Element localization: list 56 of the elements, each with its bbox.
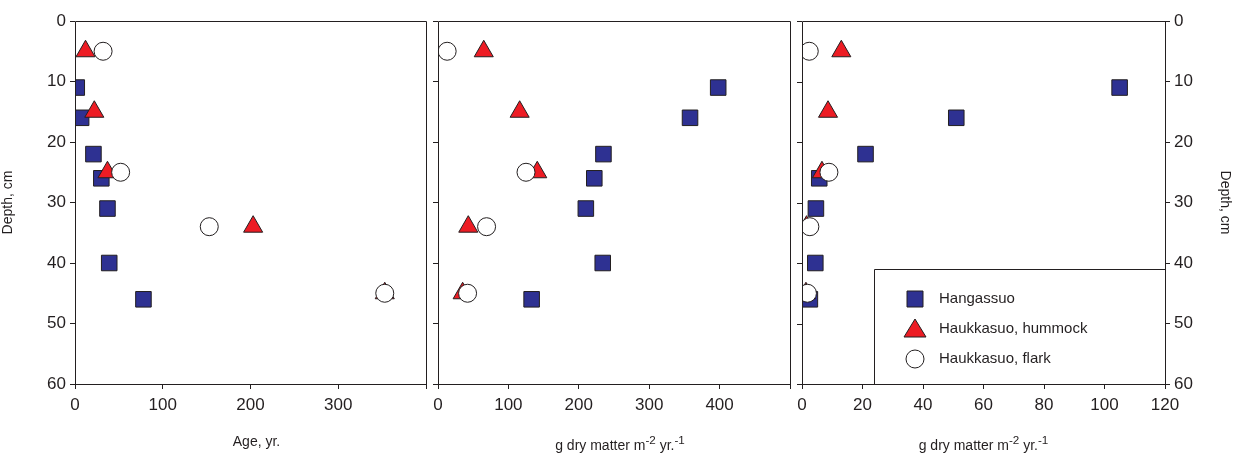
y2-tick-label: 60 xyxy=(1174,373,1193,393)
x-tick-label: 40 xyxy=(913,394,933,414)
point xyxy=(595,145,612,163)
point xyxy=(807,254,824,272)
x-tick-label: 100 xyxy=(148,394,177,414)
point xyxy=(857,145,874,163)
x-tick-label: 60 xyxy=(974,394,993,414)
y2-tick-label: 20 xyxy=(1174,131,1193,151)
x-tick-label: 400 xyxy=(705,394,734,414)
x-axis-title: g dry matter m$^{-2}$ yr.$^{-1}$ xyxy=(918,433,1049,453)
point xyxy=(807,200,825,217)
point xyxy=(523,291,540,308)
x-tick-label: 300 xyxy=(635,394,664,414)
point xyxy=(99,200,116,217)
y-tick-label: 10 xyxy=(47,71,66,91)
point xyxy=(458,283,478,303)
y2-tick-label: 50 xyxy=(1174,313,1193,333)
point xyxy=(681,109,699,127)
point xyxy=(85,145,102,163)
y-tick-label: 20 xyxy=(47,131,66,151)
y-axis-title: Depth, cm xyxy=(0,170,16,235)
legend-label: Haukkasuo, flark xyxy=(939,349,1052,367)
x-tick-label: 100 xyxy=(494,394,523,414)
y2-tick-label: 40 xyxy=(1174,252,1193,272)
legend-label: Hangassuo xyxy=(939,289,1015,307)
x-axis-title: g dry matter m$^{-2}$ yr.$^{-1}$ xyxy=(555,433,685,453)
x-tick-label: 0 xyxy=(433,394,443,414)
point xyxy=(802,217,820,237)
y-tick-label: 60 xyxy=(47,373,66,393)
point xyxy=(594,254,612,272)
x-axis-title: Age, yr. xyxy=(232,433,281,449)
x-tick-label: 200 xyxy=(564,394,593,414)
y-tick-label: 0 xyxy=(56,10,66,30)
y2-tick-label: 10 xyxy=(1174,71,1193,91)
point xyxy=(1111,79,1128,96)
x-tick-label: 300 xyxy=(324,394,353,414)
y-tick-label: 40 xyxy=(47,252,66,272)
point xyxy=(100,254,118,272)
point xyxy=(135,291,152,308)
y-tick-label: 30 xyxy=(47,192,66,212)
x-tick-label: 100 xyxy=(1090,394,1119,414)
x-tick-label: 120 xyxy=(1150,394,1180,414)
y2-axis-title: Depth, cm xyxy=(1217,170,1233,235)
point xyxy=(586,170,603,187)
x-tick-label: 80 xyxy=(1034,394,1054,414)
x-tick-label: 200 xyxy=(236,394,265,414)
point xyxy=(577,200,595,217)
point xyxy=(709,79,727,96)
y-tick-label: 50 xyxy=(47,313,66,333)
point xyxy=(948,109,965,127)
y2-tick-label: 0 xyxy=(1174,10,1184,30)
legend-label: Haukkasuo, hummock xyxy=(939,319,1088,337)
y2-tick-label: 30 xyxy=(1174,192,1193,212)
x-tick-label: 0 xyxy=(70,394,80,414)
x-tick-label: 0 xyxy=(797,394,807,414)
x-tick-label: 20 xyxy=(853,394,872,414)
